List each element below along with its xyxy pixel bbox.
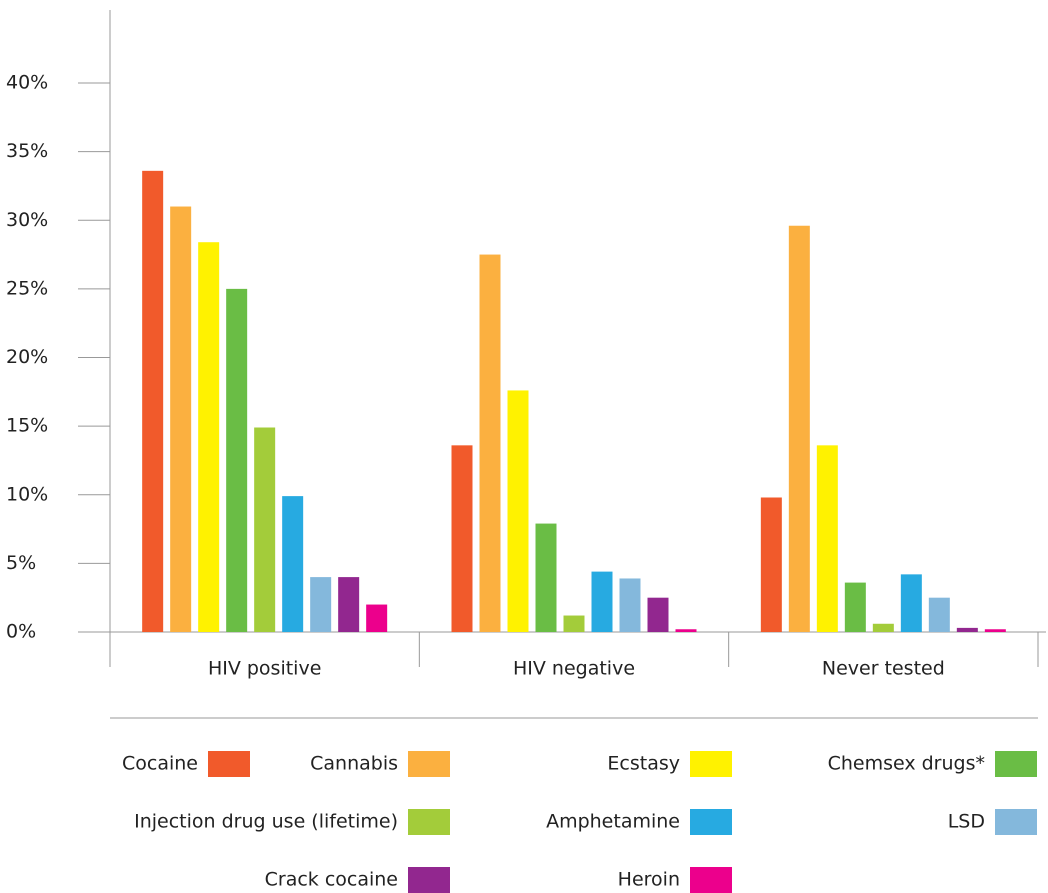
y-tick-label: 40%: [6, 72, 48, 94]
legend-label: Injection drug use (lifetime): [134, 811, 398, 833]
legend-label: Heroin: [618, 869, 680, 891]
bar: [647, 597, 669, 632]
bar: [984, 629, 1006, 632]
legend-swatch: [995, 751, 1037, 777]
bar: [338, 577, 360, 632]
bar: [675, 629, 697, 632]
bar: [142, 170, 164, 632]
bar: [563, 615, 585, 632]
bar: [591, 571, 613, 632]
bar: [507, 390, 529, 632]
bar: [170, 206, 192, 632]
y-tick-label: 15%: [6, 415, 48, 437]
y-tick-label: 25%: [6, 277, 48, 299]
x-tick-label: HIV negative: [513, 658, 635, 680]
bar: [254, 427, 276, 632]
bar: [844, 582, 866, 632]
bar: [198, 242, 220, 632]
y-tick-label: 10%: [6, 483, 48, 505]
y-tick-label: 30%: [6, 209, 48, 231]
legend-swatch: [408, 809, 450, 835]
legend-label: Cannabis: [310, 753, 398, 775]
bar: [479, 254, 501, 632]
bar: [310, 577, 332, 632]
legend-swatch: [208, 751, 250, 777]
bar: [282, 496, 304, 632]
legend-label: Crack cocaine: [265, 869, 398, 891]
bar: [760, 497, 782, 632]
y-tick-label: 20%: [6, 346, 48, 368]
bar: [535, 523, 557, 632]
bar: [451, 445, 473, 632]
bar: [619, 578, 641, 632]
bar: [816, 445, 838, 632]
legend-swatch: [995, 809, 1037, 835]
legend-label: Amphetamine: [546, 811, 680, 833]
x-tick-label: Never tested: [822, 658, 945, 680]
y-tick-label: 35%: [6, 140, 48, 162]
legend-swatch: [408, 867, 450, 893]
legend-label: Cocaine: [122, 753, 198, 775]
legend-label: Ecstasy: [607, 753, 680, 775]
bar: [872, 623, 894, 632]
bar: [366, 604, 388, 632]
bar: [956, 627, 978, 632]
legend-swatch: [408, 751, 450, 777]
legend-label: Chemsex drugs*: [828, 753, 985, 775]
y-tick-label: 5%: [6, 552, 36, 574]
legend-swatch: [690, 751, 732, 777]
x-tick-label: HIV positive: [208, 658, 321, 680]
legend-swatch: [690, 809, 732, 835]
y-tick-label: 0%: [6, 621, 36, 643]
legend-swatch: [690, 867, 732, 893]
bar: [226, 288, 248, 632]
bar: [788, 225, 810, 633]
legend-label: LSD: [948, 811, 985, 833]
bar: [928, 597, 950, 632]
bar: [900, 574, 922, 632]
